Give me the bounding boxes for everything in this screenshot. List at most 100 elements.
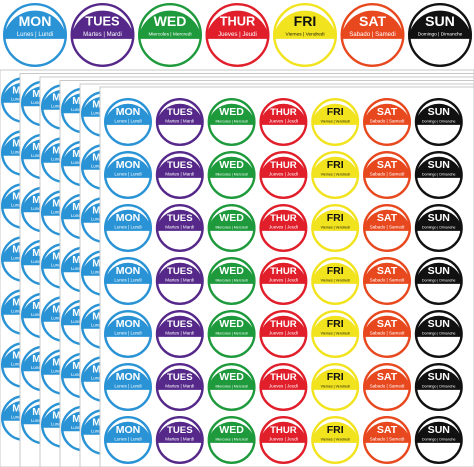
- sticker-cap: [414, 156, 463, 178]
- day-sub: Jueves | Jeudi: [269, 278, 298, 283]
- sticker-cap: [104, 156, 152, 178]
- day-sub: Martes | Mardi: [165, 278, 194, 283]
- day-sub: Sabado | Samedi: [370, 384, 405, 389]
- day-sub: Miercoles | Mercredi: [215, 384, 247, 388]
- day-label: SUN: [428, 371, 450, 383]
- day-label: WED: [219, 424, 244, 436]
- sticker-cap: [311, 315, 360, 337]
- day-label: TUES: [167, 213, 193, 224]
- day-sub: Jueves | Jeudi: [269, 172, 298, 177]
- day-label: SAT: [377, 265, 398, 277]
- sticker-cap: [340, 10, 405, 39]
- day-sub: Domingo | Dimanche: [422, 225, 456, 229]
- day-label: WED: [219, 212, 244, 224]
- day-label: MON: [116, 371, 141, 383]
- day-label: SUN: [425, 13, 455, 29]
- sticker-cap: [104, 315, 152, 337]
- day-sub: Lunes | Lundi: [114, 331, 141, 336]
- sticker-cap: [207, 315, 256, 337]
- sticker-cap: [259, 315, 308, 337]
- sticker-cap: [414, 262, 463, 284]
- day-sub: Miercoles | Mercredi: [215, 172, 247, 176]
- day-sub: Viernes | Vendredi: [285, 32, 324, 38]
- sticker-cap: [414, 103, 463, 125]
- day-sub: Sabado | Samedi: [370, 119, 405, 124]
- sticker-cap: [3, 10, 67, 39]
- sticker-cap: [155, 368, 204, 390]
- day-sub: Domingo | Dimanche: [422, 384, 456, 388]
- sticker-cap: [104, 421, 152, 443]
- day-label: FRI: [327, 318, 344, 330]
- day-sub: Jueves | Jeudi: [218, 31, 257, 38]
- sticker-cap: [414, 368, 463, 390]
- day-label: MON: [116, 212, 141, 224]
- day-sub: Domingo | Dimanche: [422, 278, 456, 282]
- day-sub: Sabado | Samedi: [370, 225, 405, 230]
- day-label: SUN: [428, 159, 450, 171]
- day-sub: Domingo | Dimanche: [422, 331, 456, 335]
- day-label: THUR: [270, 160, 297, 171]
- day-label: MON: [116, 265, 141, 277]
- day-label: TUES: [167, 266, 193, 277]
- day-label: THUR: [270, 266, 297, 277]
- day-sub: Miercoles | Mercredi: [215, 119, 247, 123]
- day-sub: Sabado | Samedi: [370, 331, 405, 336]
- day-sub: Lunes | Lundi: [114, 119, 141, 124]
- sticker-cap: [259, 262, 308, 284]
- day-label: THUR: [270, 319, 297, 330]
- day-label: MON: [116, 106, 141, 118]
- day-label: TUES: [167, 372, 193, 383]
- day-label: WED: [154, 13, 187, 29]
- sticker-cap: [311, 103, 360, 125]
- day-sub: Lunes | Lundi: [114, 172, 141, 177]
- sticker-cap: [259, 103, 308, 125]
- day-sub: Jueves | Jeudi: [269, 119, 298, 124]
- day-label: FRI: [327, 212, 344, 224]
- day-sub: Miercoles | Mercredi: [215, 331, 247, 335]
- sticker-cap: [414, 209, 463, 231]
- day-sub: Domingo | Dimanche: [422, 119, 456, 123]
- day-sub: Martes | Mardi: [165, 437, 194, 442]
- sticker-cap: [363, 421, 411, 443]
- day-sub: Lunes | Lundi: [114, 384, 141, 389]
- day-label: SAT: [377, 424, 398, 436]
- sticker-cap: [311, 156, 360, 178]
- day-sub: Miercoles | Mercredi: [215, 278, 247, 282]
- day-label: FRI: [327, 265, 344, 277]
- day-sub: Martes | Mardi: [165, 119, 194, 124]
- sticker-cap: [138, 10, 202, 39]
- day-sub: Sabado | Samedi: [349, 31, 396, 38]
- sticker-cap: [259, 156, 308, 178]
- sticker-cap: [363, 315, 411, 337]
- day-label: TUES: [167, 107, 193, 118]
